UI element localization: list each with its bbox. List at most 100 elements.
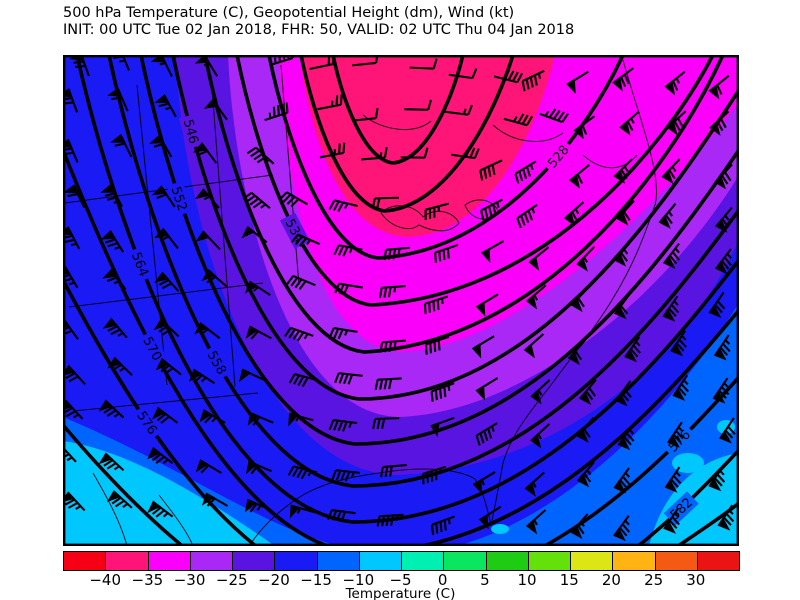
wind-barb bbox=[409, 58, 438, 70]
wind-barb bbox=[153, 318, 180, 338]
wind-barb bbox=[576, 416, 595, 443]
wind-barb bbox=[662, 295, 680, 322]
colorbar-segment bbox=[613, 552, 656, 570]
wind-barb bbox=[444, 104, 473, 116]
wind-barb bbox=[63, 399, 84, 420]
colorbar-segment bbox=[402, 552, 445, 570]
wind-barb bbox=[290, 233, 321, 247]
colorbar-segment bbox=[64, 552, 107, 570]
wind-barb bbox=[195, 230, 221, 251]
wind-barb bbox=[98, 399, 125, 419]
wind-barb bbox=[503, 113, 533, 127]
colorbar-segment bbox=[233, 552, 276, 570]
wind-barb bbox=[149, 134, 173, 158]
wind-barb bbox=[245, 325, 272, 340]
wind-barb bbox=[708, 465, 726, 492]
wind-barb bbox=[102, 268, 127, 291]
geography-outline bbox=[92, 472, 128, 546]
colorbar-segment bbox=[275, 552, 318, 570]
wind-barb bbox=[241, 225, 268, 244]
wind-barb bbox=[421, 465, 447, 485]
wind-barb bbox=[450, 147, 480, 160]
wind-barb bbox=[569, 164, 590, 189]
colorbar-tick-label: −35 bbox=[131, 571, 164, 589]
wind-barb bbox=[480, 198, 503, 221]
contour-label-gap bbox=[201, 344, 233, 381]
contour-label-gap bbox=[131, 404, 164, 441]
wind-barb bbox=[708, 291, 726, 319]
colorbar-segment bbox=[697, 552, 739, 570]
wind-barb bbox=[239, 368, 266, 383]
wind-barb bbox=[672, 374, 690, 401]
wind-barb bbox=[662, 243, 680, 270]
wind-barb bbox=[194, 322, 221, 340]
wind-barb bbox=[287, 465, 318, 480]
wind-barb bbox=[471, 335, 495, 359]
wind-barb bbox=[573, 115, 596, 140]
wind-barb bbox=[714, 248, 732, 275]
wind-barb bbox=[400, 147, 429, 159]
wind-barb bbox=[188, 368, 216, 385]
geography-outline bbox=[492, 124, 564, 142]
wind-barb bbox=[352, 107, 379, 122]
contour-label-text: 546 bbox=[180, 118, 201, 146]
wind-barb bbox=[244, 280, 271, 296]
wind-barb bbox=[107, 356, 133, 376]
wind-barb bbox=[245, 460, 272, 475]
wind-barb bbox=[493, 69, 524, 84]
wind-barb bbox=[616, 199, 635, 226]
wind-barb bbox=[514, 160, 537, 184]
geography-outline bbox=[248, 59, 658, 546]
wind-barb bbox=[664, 70, 686, 96]
wind-barb bbox=[475, 422, 498, 446]
wind-barb bbox=[717, 504, 735, 531]
wind-barb bbox=[201, 269, 228, 288]
wind-barb bbox=[152, 406, 179, 424]
wind-barb bbox=[658, 202, 677, 229]
wind-barb bbox=[317, 94, 343, 111]
wind-barb bbox=[328, 199, 358, 213]
map-plot-area: 528 534 546 552 558 564 570 576 576 582 bbox=[63, 55, 739, 547]
wind-barb bbox=[708, 74, 730, 100]
wind-barb bbox=[424, 202, 450, 221]
wind-barb bbox=[404, 99, 432, 111]
wind-barb bbox=[524, 471, 545, 497]
height-contour-522 bbox=[299, 55, 515, 213]
wind-barb bbox=[107, 87, 129, 112]
wind-barb bbox=[423, 295, 449, 315]
wind-barb bbox=[380, 464, 407, 478]
geography-outline bbox=[582, 154, 638, 169]
wind-barb bbox=[201, 492, 229, 507]
wind-barb bbox=[328, 327, 358, 340]
colorbar-segment bbox=[148, 552, 191, 570]
wind-barb bbox=[288, 373, 319, 388]
colorbar-tick-label: −40 bbox=[89, 571, 122, 589]
contour-label-gap bbox=[178, 113, 204, 150]
wind-barb bbox=[374, 377, 402, 390]
colorbar-tick-label: 30 bbox=[686, 571, 706, 589]
wind-barb bbox=[319, 142, 346, 159]
chart-subtitle: INIT: 00 UTC Tue 02 Jan 2018, FHR: 50, V… bbox=[63, 22, 575, 38]
band--40-to--35 bbox=[300, 55, 555, 237]
wind-barb bbox=[379, 339, 407, 353]
colorbar-segment bbox=[106, 552, 149, 570]
wind-barb bbox=[247, 412, 274, 426]
wind-barb bbox=[110, 133, 133, 158]
wind-barb bbox=[63, 364, 86, 386]
wind-barb bbox=[539, 108, 569, 124]
wind-barb bbox=[430, 515, 455, 536]
chart-title: 500 hPa Temperature (C), Geopotential He… bbox=[63, 5, 515, 21]
wind-barb bbox=[289, 504, 316, 519]
wind-barb bbox=[475, 293, 499, 317]
wind-barb bbox=[333, 244, 363, 257]
wind-barb bbox=[331, 469, 360, 482]
wind-barb bbox=[100, 230, 125, 253]
wind-barb bbox=[570, 513, 589, 540]
wind-barb bbox=[246, 146, 275, 165]
wind-barb bbox=[154, 94, 177, 118]
wind-barb bbox=[264, 102, 289, 122]
wind-barb bbox=[478, 505, 502, 530]
wind-barb bbox=[151, 185, 176, 208]
height-contour-546 bbox=[171, 55, 739, 401]
